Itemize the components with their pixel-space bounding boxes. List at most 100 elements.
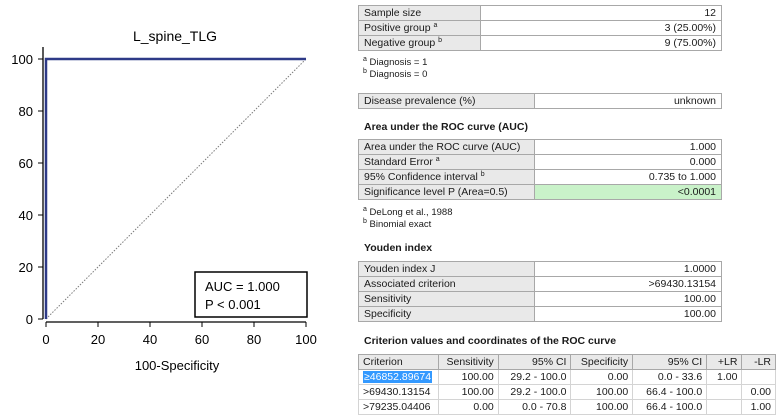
criterion-cell xyxy=(741,369,776,385)
youden-label: Youden index J xyxy=(358,261,535,277)
x-tick-label-5: 100 xyxy=(295,332,317,347)
criterion-table: Criterion Sensitivity 95% CI Specificity 95%… xyxy=(358,354,776,415)
summary-label: Negative group b xyxy=(358,35,481,51)
youden-label: Sensitivity xyxy=(358,291,535,307)
x-tick-label-2: 40 xyxy=(143,332,157,347)
x-tick-label-4: 80 xyxy=(247,332,261,347)
summary-footnote: a Diagnosis = 1 xyxy=(363,56,428,68)
auc-label: 95% Confidence interval b xyxy=(358,169,535,185)
criterion-heading: Criterion values and coordinates of the … xyxy=(364,335,617,347)
criterion-row: >79235.04406 0.00 0.0 - 70.8 100.00 66.4 - 1… xyxy=(358,399,776,415)
criterion-row: >69430.13154 100.00 29.2 - 100.0 100.00 66.4… xyxy=(358,384,776,400)
summary-value: 9 (75.00%) xyxy=(480,35,722,51)
criterion-header-5: +LR xyxy=(706,354,743,370)
summary-label: Positive group a xyxy=(358,20,481,36)
youden-label: Associated criterion xyxy=(358,276,535,292)
criterion-cell xyxy=(706,384,743,400)
criterion-cell: 100.00 xyxy=(437,369,499,385)
criterion-header-3: Specificity xyxy=(570,354,634,370)
y-tick-label-1: 20 xyxy=(19,260,33,275)
youden-value: 100.00 xyxy=(534,291,722,307)
criterion-cell: 1.00 xyxy=(706,369,743,385)
footnote-marker: a xyxy=(433,22,438,29)
auc-value: 0.000 xyxy=(534,154,722,170)
y-tick-label-3: 60 xyxy=(19,156,33,171)
summary-row: Sample size 12 xyxy=(358,5,722,21)
criterion-cell: 100.00 xyxy=(570,399,634,415)
y-tick-label-2: 40 xyxy=(19,208,33,223)
reference-diagonal-line xyxy=(45,58,307,320)
criterion-cell: 66.4 - 100.0 xyxy=(632,384,708,400)
criterion-cell: 29.2 - 100.0 xyxy=(497,384,572,400)
x-tick-label-1: 20 xyxy=(91,332,105,347)
criterion-cell: >79235.04406 xyxy=(358,399,439,415)
auc-row: 95% Confidence interval b 0.735 to 1.000 xyxy=(358,169,722,185)
y-tick-label-0: 0 xyxy=(26,312,33,327)
auc-value: 1.000 xyxy=(534,139,722,155)
auc-row: Area under the ROC curve (AUC) 1.000 xyxy=(358,139,722,155)
criterion-cell: 1.00 xyxy=(741,399,776,415)
footnote-marker: a xyxy=(435,156,440,163)
youden-row: Sensitivity 100.00 xyxy=(358,291,722,307)
footnote-marker: b xyxy=(363,218,367,225)
footnote-marker: a xyxy=(363,206,367,213)
criterion-cell[interactable]: ≥46852.89674 xyxy=(358,369,439,385)
criterion-row: ≥46852.89674 100.00 29.2 - 100.0 0.00 0.0 - … xyxy=(358,369,776,385)
roc-curve-line xyxy=(44,57,306,319)
criterion-cell: 0.00 xyxy=(570,369,634,385)
criterion-header-6: -LR xyxy=(741,354,776,370)
prevalence-table: Disease prevalence (%) unknown xyxy=(358,93,722,109)
roc-curve-chart: L_spine_TLG 0 20 40 60 80 100 0 20 40 60 80 100 AUC… xyxy=(11,28,317,373)
auc-annotation-line1: AUC = 1.000 xyxy=(205,279,280,294)
footnote-marker: b xyxy=(480,171,485,178)
auc-label: Area under the ROC curve (AUC) xyxy=(358,139,535,155)
auc-row: Standard Error a 0.000 xyxy=(358,154,722,170)
x-axis-label: 100-Specificity xyxy=(135,358,220,373)
youden-value: >69430.13154 xyxy=(534,276,722,292)
auc-table: Area under the ROC curve (AUC) 1.000 Stand… xyxy=(358,139,722,200)
selected-criterion-text[interactable]: ≥46852.89674 xyxy=(363,371,433,383)
criterion-cell: 100.00 xyxy=(570,384,634,400)
summary-value: 3 (25.00%) xyxy=(480,20,722,36)
auc-footnote: b Binomial exact xyxy=(363,218,432,230)
auc-value: <0.0001 xyxy=(534,184,722,200)
criterion-cell: 0.0 - 70.8 xyxy=(497,399,572,415)
auc-label: Standard Error a xyxy=(358,154,535,170)
criterion-header-0: Criterion xyxy=(358,354,439,370)
youden-row: Associated criterion >69430.13154 xyxy=(358,276,722,292)
auc-value: 0.735 to 1.000 xyxy=(534,169,722,185)
y-tick-label-4: 80 xyxy=(19,104,33,119)
criterion-cell xyxy=(706,399,743,415)
x-tick-label-0: 0 xyxy=(42,332,49,347)
prevalence-row: Disease prevalence (%) unknown xyxy=(358,93,722,109)
criterion-cell: 100.00 xyxy=(437,384,499,400)
criterion-header-1: Sensitivity xyxy=(437,354,499,370)
criterion-cell: >69430.13154 xyxy=(358,384,439,400)
x-tick-label-3: 60 xyxy=(195,332,209,347)
prevalence-label: Disease prevalence (%) xyxy=(358,93,535,109)
prevalence-value: unknown xyxy=(534,93,722,109)
youden-table: Youden index J 1.0000 Associated criterion… xyxy=(358,261,722,322)
criterion-header-2: 95% CI xyxy=(497,354,572,370)
auc-footnotes: a DeLong et al., 1988 b Binomial exact xyxy=(358,206,453,231)
footnote-marker: b xyxy=(438,37,443,44)
chart-title: L_spine_TLG xyxy=(133,28,217,44)
youden-value: 100.00 xyxy=(534,306,722,322)
footnote-marker: b xyxy=(363,68,367,75)
auc-label: Significance level P (Area=0.5) xyxy=(358,184,535,200)
footnote-marker: a xyxy=(363,56,367,63)
summary-footnote: b Diagnosis = 0 xyxy=(363,68,428,80)
youden-row: Specificity 100.00 xyxy=(358,306,722,322)
youden-heading: Youden index xyxy=(364,242,433,254)
auc-heading: Area under the ROC curve (AUC) xyxy=(364,121,528,133)
youden-row: Youden index J 1.0000 xyxy=(358,261,722,277)
auc-footnote: a DeLong et al., 1988 xyxy=(363,206,453,218)
criterion-cell: 0.0 - 33.6 xyxy=(632,369,708,385)
criterion-cell: 0.00 xyxy=(437,399,499,415)
criterion-header-4: 95% CI xyxy=(632,354,708,370)
criterion-cell: 0.00 xyxy=(741,384,776,400)
